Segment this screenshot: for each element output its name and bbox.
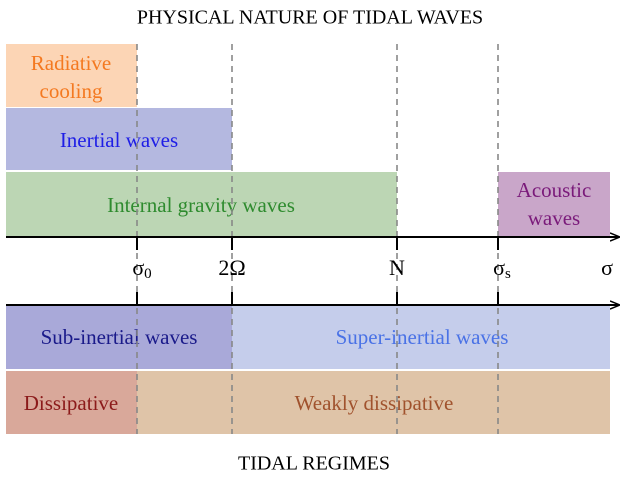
acoustic-label: Acoustic xyxy=(517,178,592,202)
footer-title: TIDAL REGIMES xyxy=(238,453,390,475)
axis-label: σs xyxy=(493,255,511,282)
inertial-box xyxy=(6,108,232,170)
acoustic-box xyxy=(498,172,610,236)
super-inertial-box xyxy=(232,306,610,369)
axis-label: N xyxy=(389,255,405,280)
sub-inertial-label: Sub-inertial waves xyxy=(41,325,198,349)
axis-label: σ0 xyxy=(132,255,151,282)
radiative-label: Radiative xyxy=(31,51,111,75)
radiative-cooling-box xyxy=(6,44,137,107)
gravity-box xyxy=(6,172,397,236)
gravity-label: Internal gravity waves xyxy=(107,193,295,217)
axis-label: σ xyxy=(601,255,613,280)
dissipative-label: Dissipative xyxy=(24,391,119,415)
axis-label: 2Ω xyxy=(218,255,245,280)
inertial-label: Inertial waves xyxy=(60,128,178,152)
sub-inertial-box xyxy=(6,306,232,369)
weakly-dissipative-label: Weakly dissipative xyxy=(295,391,454,415)
title: PHYSICAL NATURE OF TIDAL WAVES xyxy=(137,7,483,29)
radiative-label: cooling xyxy=(40,79,103,103)
weakly-dissipative-box xyxy=(137,371,610,434)
acoustic-label: waves xyxy=(528,206,580,230)
axis-ticks xyxy=(136,237,499,305)
super-inertial-label: Super-inertial waves xyxy=(336,325,509,349)
dissipative-box xyxy=(6,371,137,434)
